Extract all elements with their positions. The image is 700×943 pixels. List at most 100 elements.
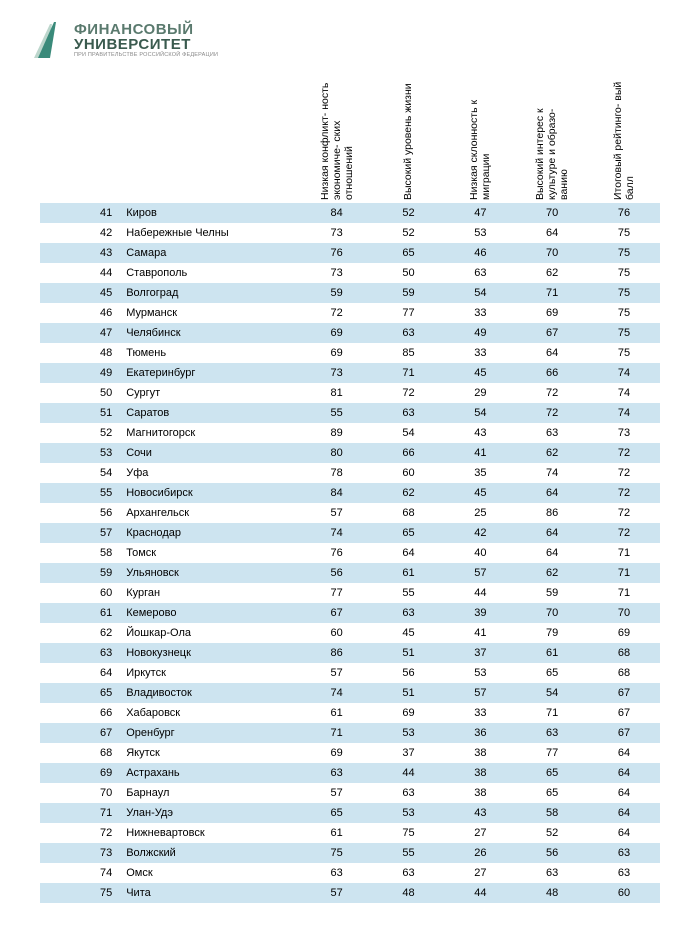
value-cell: 64 [588,823,660,843]
value-cell: 67 [516,323,588,343]
value-cell: 74 [301,523,373,543]
city-cell: Мурманск [126,303,301,323]
value-cell: 67 [301,603,373,623]
value-cell: 38 [444,743,516,763]
city-cell: Сочи [126,443,301,463]
city-cell: Волгоград [126,283,301,303]
value-cell: 38 [444,783,516,803]
value-cell: 48 [516,883,588,903]
table-row: 41Киров8452477076 [40,203,660,223]
value-cell: 57 [301,883,373,903]
value-cell: 64 [588,743,660,763]
value-cell: 62 [373,483,445,503]
table-row: 53Сочи8066416272 [40,443,660,463]
city-cell: Якутск [126,743,301,763]
value-cell: 71 [588,583,660,603]
city-cell: Улан-Удэ [126,803,301,823]
rank-cell: 44 [40,263,126,283]
city-cell: Краснодар [126,523,301,543]
value-cell: 57 [444,683,516,703]
value-cell: 70 [588,603,660,623]
value-cell: 56 [516,843,588,863]
city-cell: Йошкар-Ола [126,623,301,643]
table-row: 48Тюмень6985336475 [40,343,660,363]
value-cell: 37 [444,643,516,663]
table-row: 49Екатеринбург7371456674 [40,363,660,383]
value-cell: 55 [373,583,445,603]
rank-cell: 69 [40,763,126,783]
value-cell: 76 [301,543,373,563]
table-row: 54Уфа7860357472 [40,463,660,483]
city-cell: Чита [126,883,301,903]
value-cell: 84 [301,203,373,223]
value-cell: 69 [301,323,373,343]
rank-cell: 61 [40,603,126,623]
rank-cell: 75 [40,883,126,903]
value-cell: 59 [301,283,373,303]
logo-line2: УНИВЕРСИТЕТ [74,37,218,52]
rank-cell: 53 [40,443,126,463]
table-row: 47Челябинск6963496775 [40,323,660,343]
value-cell: 69 [588,623,660,643]
rank-cell: 67 [40,723,126,743]
value-cell: 45 [444,363,516,383]
value-cell: 65 [373,523,445,543]
table-row: 73Волжский7555265663 [40,843,660,863]
value-cell: 36 [444,723,516,743]
value-cell: 57 [301,663,373,683]
value-cell: 70 [516,603,588,623]
rank-cell: 42 [40,223,126,243]
table-body: 41Киров845247707642Набережные Челны73525… [40,203,660,903]
table-row: 52Магнитогорск8954436373 [40,423,660,443]
value-cell: 65 [373,243,445,263]
rank-cell: 43 [40,243,126,263]
value-cell: 56 [301,563,373,583]
value-cell: 72 [588,463,660,483]
value-cell: 33 [444,343,516,363]
value-cell: 63 [301,763,373,783]
value-cell: 41 [444,443,516,463]
table-row: 70Барнаул5763386564 [40,783,660,803]
value-cell: 89 [301,423,373,443]
value-cell: 63 [373,403,445,423]
rank-cell: 63 [40,643,126,663]
value-cell: 64 [516,223,588,243]
table-row: 75Чита5748444860 [40,883,660,903]
value-cell: 49 [444,323,516,343]
university-logo: ФИНАНСОВЫЙ УНИВЕРСИТЕТ ПРИ ПРАВИТЕЛЬСТВЕ… [28,18,660,60]
value-cell: 33 [444,303,516,323]
value-cell: 71 [588,543,660,563]
value-cell: 86 [516,503,588,523]
value-cell: 38 [444,763,516,783]
value-cell: 63 [516,723,588,743]
rank-cell: 73 [40,843,126,863]
value-cell: 69 [373,703,445,723]
col-header-1: Низкая конфликт- ность экономиче- ских о… [319,78,355,200]
value-cell: 78 [301,463,373,483]
value-cell: 75 [588,283,660,303]
value-cell: 54 [516,683,588,703]
value-cell: 62 [516,263,588,283]
value-cell: 85 [373,343,445,363]
value-cell: 44 [373,763,445,783]
value-cell: 37 [373,743,445,763]
value-cell: 52 [373,223,445,243]
value-cell: 57 [301,503,373,523]
value-cell: 73 [301,223,373,243]
city-cell: Набережные Челны [126,223,301,243]
value-cell: 68 [588,643,660,663]
value-cell: 63 [373,783,445,803]
value-cell: 72 [301,303,373,323]
value-cell: 67 [588,683,660,703]
value-cell: 39 [444,603,516,623]
city-cell: Сургут [126,383,301,403]
value-cell: 64 [588,763,660,783]
value-cell: 52 [373,203,445,223]
value-cell: 77 [301,583,373,603]
rank-cell: 66 [40,703,126,723]
value-cell: 75 [373,823,445,843]
value-cell: 76 [301,243,373,263]
value-cell: 63 [301,863,373,883]
city-cell: Оренбург [126,723,301,743]
rank-cell: 47 [40,323,126,343]
